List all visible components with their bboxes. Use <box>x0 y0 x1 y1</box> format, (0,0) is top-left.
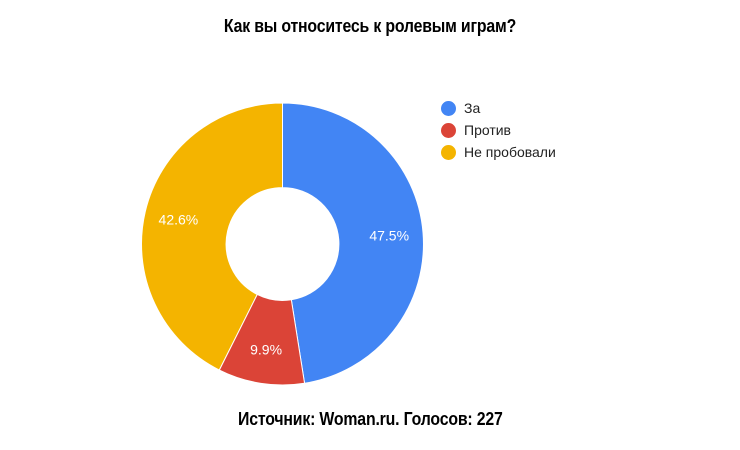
legend-label: За <box>464 100 481 116</box>
slice-percent-label: 47.5% <box>369 228 409 244</box>
legend-marker-circle <box>441 100 456 116</box>
legend-item-za: За <box>441 100 556 116</box>
source-caption-text: Источник: Woman.ru. Голосов: 227 <box>237 409 503 429</box>
legend-item-ne-probovali: Не пробовали <box>441 144 556 160</box>
slice-percent-label: 42.6% <box>159 211 199 227</box>
legend-label: Против <box>464 122 511 138</box>
legend-label: Не пробовали <box>464 144 556 160</box>
slice-percent-label: 9.9% <box>250 342 282 358</box>
legend: За Против Не пробовали <box>441 100 556 166</box>
legend-marker-circle <box>441 144 456 160</box>
legend-item-protiv: Против <box>441 122 556 138</box>
chart-title-text: Как вы относитесь к ролевым играм? <box>223 16 517 36</box>
source-caption: Источник: Woman.ru. Голосов: 227 <box>0 409 740 429</box>
legend-marker-circle <box>441 122 456 138</box>
chart-title: Как вы относитесь к ролевым играм? <box>0 16 740 36</box>
pie-slice-Не пробовали[interactable] <box>141 102 283 371</box>
pie-slice-За[interactable] <box>282 102 424 384</box>
